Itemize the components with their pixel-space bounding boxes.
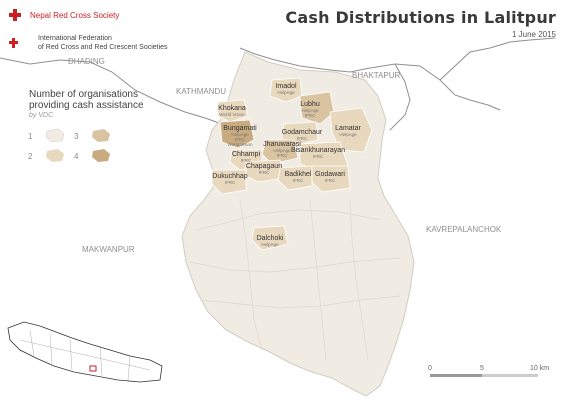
legend: Number of organisations providing cash a… — [29, 89, 144, 119]
vdc-bungamati-area — [219, 119, 255, 149]
vdc-label-bungamati: Bungamati — [223, 125, 257, 132]
ifrc-name-line1: International Federation — [38, 35, 112, 42]
nrcs-name: Nepal Red Cross Society — [30, 10, 120, 20]
scale-label-0: 0 — [428, 365, 432, 372]
vdc-org-label: IFRC — [325, 178, 336, 183]
district-label-bhaktapur: BHAKTAPUR — [352, 71, 401, 80]
vdc-org-label: IFRC — [297, 136, 308, 141]
vdc-org-label: IFRC — [225, 180, 236, 185]
inset-lalitpur-marker — [89, 365, 97, 372]
vdc-org-label: IFRC — [277, 153, 288, 158]
vdc-lamatar-area — [329, 107, 373, 153]
legend-item-4: 4 — [74, 148, 114, 164]
legend-label: 1 — [28, 131, 33, 141]
vdc-dukuchhap-area — [211, 169, 247, 195]
vdc-imadol-area — [269, 77, 303, 103]
district-boundary-northeast — [439, 37, 556, 81]
vdc-org-label: HelpAge — [231, 132, 249, 137]
district-label-dhading: DHADING — [68, 57, 105, 66]
ifrc-emblem-icon — [8, 36, 34, 50]
scale-bar: 0 5 10 km — [428, 365, 549, 377]
vdc-jharuwarasi-area — [261, 139, 299, 165]
vdc-label-chhampi: Chhampi — [232, 151, 260, 158]
legend-swatch — [92, 149, 110, 162]
vdc-label-godawari: Godawari — [315, 171, 345, 178]
legend-item-1: 1 — [28, 128, 68, 144]
district-label-kathmandu: KATHMANDU — [176, 87, 226, 96]
vdc-label-lamatar: Lamatar — [335, 125, 361, 132]
legend-label: 2 — [28, 151, 33, 161]
legend-title-line1: Number of organisations — [29, 89, 138, 100]
nrcs-logo: Nepal Red Cross Society — [8, 8, 119, 22]
district-boundary-bhaktapur — [389, 63, 411, 131]
vdc-label-dukuchhap: Dukuchhap — [212, 173, 248, 180]
district-boundary-dhading — [0, 57, 223, 125]
vdc-org-label: World Vision — [219, 112, 245, 117]
vdc-label-imadol: Imadol — [275, 83, 296, 90]
district-label-kavrepalanchok: KAVREPALANCHOK — [426, 225, 502, 234]
vdc-label-khokana: Khokana — [218, 105, 246, 112]
scale-label-10: 10 km — [530, 365, 549, 372]
red-cross-icon — [9, 9, 21, 21]
map-date: 1 June 2015 — [511, 30, 556, 39]
legend-subtitle: by VDC — [29, 112, 54, 119]
vdc-dalchoki-area — [251, 225, 289, 251]
vdc-label-lubhu: Lubhu — [300, 101, 320, 108]
scale-label-5: 5 — [480, 365, 484, 372]
vdc-badikhel-area — [277, 165, 313, 191]
vdc-org-label: IFRC — [241, 158, 252, 163]
vdc-label-chapagaun: Chapagaun — [246, 163, 282, 170]
vdc-org-label: IFRC — [259, 170, 270, 175]
district-boundary-kathmandu — [239, 47, 501, 111]
legend-swatch — [46, 149, 64, 162]
vdc-khokana-area — [217, 99, 249, 123]
nepal-inset-map — [7, 321, 163, 383]
vdc-org-label: HelpAge — [301, 108, 319, 113]
vdc-org-label: HelpAge — [273, 148, 291, 153]
map-title: Cash Distributions in Lalitpur — [285, 8, 556, 27]
vdc-label-badikhel: Badikhel — [285, 171, 312, 178]
legend-label: 3 — [74, 131, 79, 141]
vdc-lubhu-area — [299, 91, 335, 125]
vdc-label-dalchoki: Dalchoki — [257, 235, 284, 242]
lalitpur-district — [181, 51, 415, 397]
vdc-label-bisankhunarayan: Bisankhunarayan — [291, 147, 345, 154]
legend-label: 4 — [74, 151, 79, 161]
vdc-org-label: HelpAge — [277, 90, 295, 95]
vdc-org-label: IFRC — [235, 137, 246, 142]
vdc-org-label: HelpAge — [339, 132, 357, 137]
vdc-org-label: HelpAge — [261, 242, 279, 247]
vdc-label-jharuwarasi: Jharuwarasi — [263, 141, 301, 148]
legend-item-2: 2 — [28, 148, 68, 164]
vdc-org-label: IFRC — [293, 178, 304, 183]
vdc-org-label: IFRC — [313, 154, 324, 159]
ifrc-name-line2: of Red Cross and Red Crescent Societies — [38, 44, 168, 51]
vdc-boundaries — [189, 199, 401, 361]
legend-item-3: 3 — [74, 128, 114, 144]
vdc-label-godamchaur: Godamchaur — [282, 129, 323, 136]
legend-title-line2: providing cash assistance — [29, 100, 144, 111]
ifrc-logo: International Federation of Red Cross an… — [8, 34, 168, 52]
legend-swatch — [92, 129, 110, 142]
district-label-makwanpur: MAKWANPUR — [82, 245, 135, 254]
vdc-org-label: IFRC — [305, 113, 316, 118]
legend-swatch — [45, 128, 65, 143]
vdc-org-label: World Vision — [227, 142, 253, 147]
vdc-godawari-area — [311, 165, 351, 193]
